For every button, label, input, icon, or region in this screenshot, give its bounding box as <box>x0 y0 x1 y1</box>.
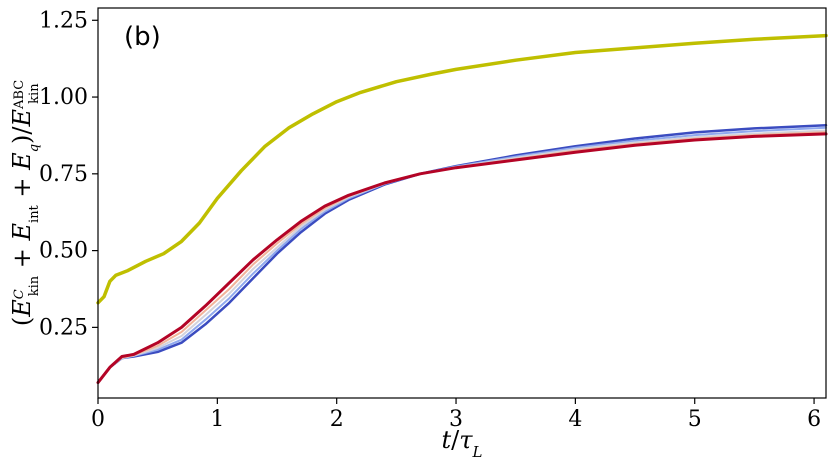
series-lines <box>96 33 828 385</box>
series-line-4 <box>97 129 827 384</box>
x-tick-label: 1 <box>210 407 224 432</box>
x-axis-label: t/τL <box>442 426 483 457</box>
x-tick-label: 2 <box>330 407 344 432</box>
x-tick-label: 3 <box>449 407 463 432</box>
series-line-5 <box>97 131 827 384</box>
y-tick-label: 0.75 <box>39 162 88 187</box>
x-tick-label: 6 <box>807 407 821 432</box>
series-line-1 <box>96 33 828 305</box>
x-tick-label: 4 <box>568 407 582 432</box>
y-axis-label: (ECkin + Eint + Eq)/EABCkin <box>8 80 42 326</box>
y-tick-label: 1.25 <box>39 8 88 33</box>
panel-label: (b) <box>124 22 161 52</box>
series-line-3 <box>97 126 827 384</box>
x-tick-label: 0 <box>91 407 105 432</box>
y-tick-label: 0.50 <box>39 239 88 264</box>
series-line-6 <box>96 132 828 385</box>
axis-ticks: 0 1 2 3 4 5 6 0.25 0.50 0.75 1.00 1.25 <box>39 8 821 432</box>
y-tick-label: 1.00 <box>39 85 88 110</box>
plot-frame <box>97 7 827 399</box>
series-line-2 <box>96 124 828 384</box>
x-tick-label: 5 <box>688 407 702 432</box>
y-tick-label: 0.25 <box>39 315 88 340</box>
